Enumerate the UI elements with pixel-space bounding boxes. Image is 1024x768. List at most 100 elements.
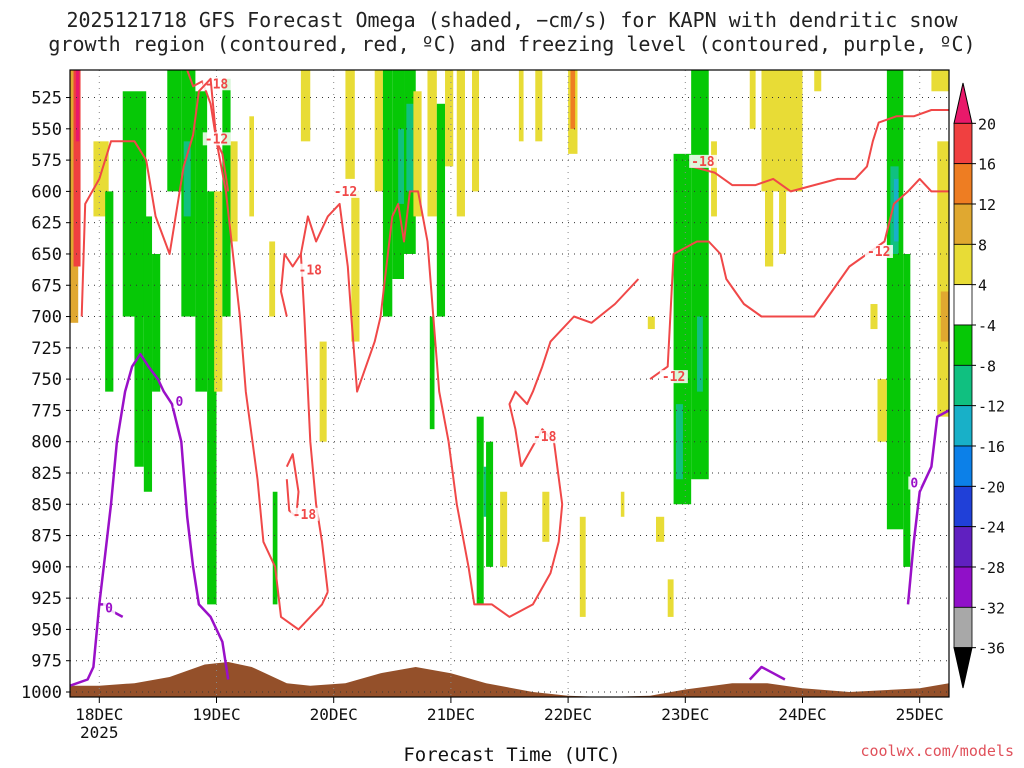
omega-cell xyxy=(105,191,114,392)
colorbar-swatch xyxy=(953,405,973,447)
dendritic-contour-label: -12 xyxy=(334,185,357,200)
omega-cell xyxy=(429,316,435,430)
dendritic-growth-contours: -18 -12 -12 -18 -18 -18 -12 -18 -12 xyxy=(80,70,949,631)
omega-cell xyxy=(779,191,787,254)
x-tick-label: 21DEC xyxy=(427,705,475,724)
omega-cell xyxy=(272,491,278,605)
colorbar-swatch xyxy=(953,606,973,649)
y-tick-label: 625 xyxy=(31,214,62,234)
colorbar-label: 20 xyxy=(978,115,996,133)
colorbar-swatch xyxy=(953,526,973,568)
freezing-level-contours: 0 0 0 xyxy=(70,352,949,687)
omega-cell xyxy=(167,70,182,192)
omega-cell xyxy=(195,91,208,392)
colorbar-label: -8 xyxy=(978,357,996,375)
omega-cell xyxy=(134,166,144,467)
freezing-contour-label-bg xyxy=(908,476,921,490)
dendritic-contour-label-bg xyxy=(331,184,360,198)
watermark: coolwx.com/models xyxy=(860,742,1014,760)
omega-cell xyxy=(214,191,223,392)
plot-frame xyxy=(69,69,950,698)
dendritic-contour-label: -18 xyxy=(299,264,323,279)
dendritic-contour-label: -18 xyxy=(293,508,317,523)
omega-cell xyxy=(413,91,422,217)
omega-cell xyxy=(903,253,911,567)
colorbar: 20 16 12 8 4 -4 -8 -12 -16 -20 -24 -28 -32 -36 xyxy=(953,82,1005,689)
y-tick-label: 725 xyxy=(31,339,62,359)
x-tick-label: 23DEC xyxy=(661,705,709,724)
dendritic-contour-label: -12 xyxy=(867,245,890,260)
colorbar-swatch xyxy=(953,284,973,326)
x-year-label: 2025 xyxy=(80,723,119,742)
omega-cell xyxy=(761,70,803,192)
y-tick-label: 750 xyxy=(31,370,62,390)
omega-cell xyxy=(471,70,480,192)
omega-cell xyxy=(351,191,360,342)
omega-cell xyxy=(711,141,717,217)
omega-cell xyxy=(940,291,949,342)
freezing-contour-line xyxy=(70,352,230,687)
omega-cell xyxy=(675,404,683,480)
y-tick-label: 875 xyxy=(31,527,62,547)
y-tick-label: 650 xyxy=(31,245,62,265)
omega-cell xyxy=(893,178,899,242)
colorbar-swatch xyxy=(953,203,973,245)
omega-cell xyxy=(207,191,217,605)
y-tick-label: 700 xyxy=(31,308,62,328)
colorbar-swatch xyxy=(953,122,973,165)
omega-cell xyxy=(406,103,414,192)
freezing-contour-label-bg xyxy=(103,601,116,615)
omega-cell xyxy=(427,70,437,217)
y-tick-label: 575 xyxy=(31,151,62,171)
colorbar-label: -4 xyxy=(978,317,996,335)
omega-cell xyxy=(697,316,703,392)
omega-cell xyxy=(764,191,774,267)
dendritic-contour-label: -12 xyxy=(662,370,685,385)
y-tick-label: 900 xyxy=(31,558,62,578)
omega-cell xyxy=(152,253,161,392)
colorbar-label: -12 xyxy=(978,398,1005,416)
omega-cell xyxy=(436,103,446,317)
y-tick-label: 825 xyxy=(31,464,62,484)
dendritic-contour-label: -18 xyxy=(533,430,557,445)
omega-cell xyxy=(542,491,550,542)
dendritic-contour-label-bg xyxy=(290,507,319,521)
colorbar-swatch xyxy=(953,163,973,205)
omega-cell xyxy=(814,70,822,92)
omega-cell xyxy=(931,70,949,92)
colorbar-label: -32 xyxy=(978,599,1005,617)
y-tick-label: 550 xyxy=(31,120,62,140)
omega-cell xyxy=(398,128,407,204)
freezing-contour-label: 0 xyxy=(175,395,183,410)
y-tick-label: 800 xyxy=(31,433,62,453)
y-tick-label: 850 xyxy=(31,495,62,515)
terrain xyxy=(70,662,949,697)
x-tick-label: 22DEC xyxy=(544,705,592,724)
colorbar-swatch xyxy=(953,566,973,608)
colorbar-swatch xyxy=(953,485,973,528)
y-axis: 525 550 575 600 625 650 675 700 725 750 775 800 825 8… xyxy=(21,89,70,703)
colorbar-label: -28 xyxy=(978,559,1005,577)
freezing-contour-label: 0 xyxy=(910,476,918,491)
colorbar-arrow-top xyxy=(953,82,973,124)
omega-cell xyxy=(486,441,494,567)
dendritic-contour-line xyxy=(186,70,230,192)
dendritic-contour-line xyxy=(508,278,640,467)
omega-shading xyxy=(70,70,949,617)
colorbar-swatch xyxy=(953,445,973,487)
x-tick-label: 25DEC xyxy=(896,705,944,724)
y-tick-label: 775 xyxy=(31,401,62,421)
freezing-contour-label-bg xyxy=(173,395,186,409)
colorbar-arrow-bottom xyxy=(953,647,973,689)
y-tick-label: 925 xyxy=(31,589,62,609)
freezing-contour-line xyxy=(748,665,786,681)
dendritic-contour-line xyxy=(649,240,868,380)
dendritic-contour-label: -12 xyxy=(205,132,228,147)
freezing-contour-label: 0 xyxy=(105,602,113,617)
colorbar-label: 12 xyxy=(978,196,996,214)
dendritic-contour-line xyxy=(866,177,949,255)
omega-cell xyxy=(143,216,153,492)
colorbar-label: -24 xyxy=(978,519,1005,537)
dendritic-contour-line xyxy=(285,453,300,518)
omega-cell xyxy=(886,70,904,530)
